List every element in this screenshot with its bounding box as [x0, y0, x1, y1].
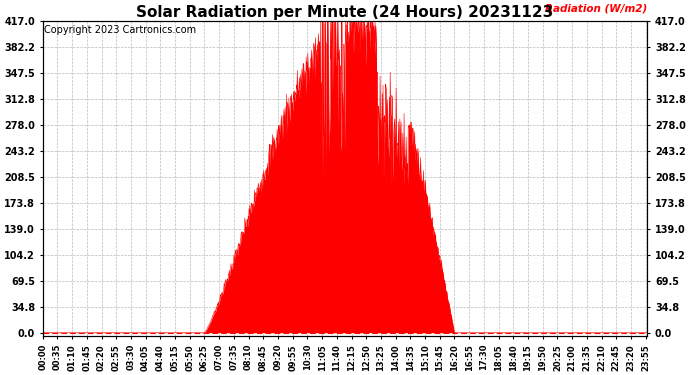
Text: Copyright 2023 Cartronics.com: Copyright 2023 Cartronics.com: [44, 24, 196, 34]
Title: Solar Radiation per Minute (24 Hours) 20231123: Solar Radiation per Minute (24 Hours) 20…: [137, 5, 553, 20]
Text: Radiation (W/m2): Radiation (W/m2): [545, 3, 647, 13]
